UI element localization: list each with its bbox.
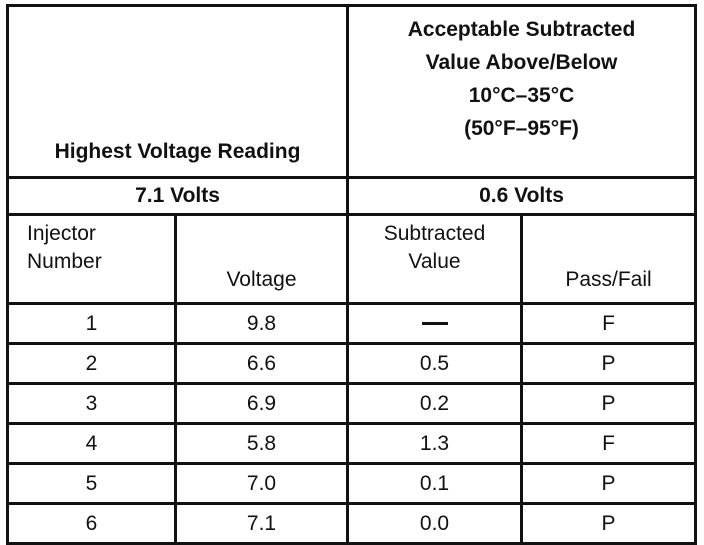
voltage-cell: 6.9: [174, 382, 349, 425]
acceptable-header-line: (50°F–95°F): [464, 117, 579, 140]
highest-voltage-value: 7.1 Volts: [6, 176, 349, 216]
injector-number-cell: 1: [6, 302, 177, 345]
injector-header-line: Number: [27, 250, 102, 273]
table-row: 5 7.0 0.1 P: [6, 462, 698, 505]
subtracted-value-cell: 0.0: [346, 502, 523, 545]
injector-number-cell: 6: [6, 502, 177, 545]
voltage-cell: 7.0: [174, 462, 349, 505]
injector-number-cell: 2: [6, 342, 177, 385]
subtracted-header-line: Subtracted: [383, 222, 486, 245]
subtracted-value-cell: 0.2: [346, 382, 523, 425]
injector-number-cell: 4: [6, 422, 177, 465]
subtracted-value-cell: 0.5: [346, 342, 523, 385]
pass-fail-cell: P: [519, 382, 698, 425]
table-row: 1 9.8 F: [6, 302, 698, 345]
voltage-column-header: Voltage: [174, 213, 349, 305]
table-row: 4 5.8 1.3 F: [6, 422, 698, 465]
acceptable-subtracted-header: Acceptable Subtracted Value Above/Below …: [345, 4, 698, 179]
subtracted-value-cell: 0.1: [346, 462, 523, 505]
reference-values-row: 7.1 Volts 0.6 Volts: [6, 176, 698, 216]
voltage-cell: 6.6: [174, 342, 349, 385]
subtracted-value-cell: [346, 302, 523, 345]
pass-fail-cell: P: [519, 342, 698, 385]
subtracted-value-column-header: Subtracted Value: [346, 213, 523, 305]
table-header-row: Highest Voltage Reading Acceptable Subtr…: [6, 4, 698, 179]
pass-fail-cell: P: [519, 502, 698, 545]
pass-fail-cell: F: [519, 302, 698, 345]
injector-number-cell: 3: [6, 382, 177, 425]
voltage-cell: 7.1: [174, 502, 349, 545]
voltage-cell: 9.8: [174, 302, 349, 345]
pass-fail-column-header: Pass/Fail: [519, 213, 698, 305]
voltage-cell: 5.8: [174, 422, 349, 465]
acceptable-header-line: Acceptable Subtracted: [407, 18, 636, 41]
highest-voltage-header: Highest Voltage Reading: [6, 4, 349, 179]
dash-placeholder: [421, 322, 448, 326]
acceptable-header-line: 10°C–35°C: [468, 84, 575, 107]
injector-number-cell: 5: [6, 462, 177, 505]
injector-header-line: Injector: [27, 222, 96, 245]
subtracted-value-cell: 1.3: [346, 422, 523, 465]
table-row: 3 6.9 0.2 P: [6, 382, 698, 425]
subtracted-header-line: Value: [408, 250, 461, 273]
injector-voltage-table: Highest Voltage Reading Acceptable Subtr…: [6, 4, 698, 545]
table-row: 2 6.6 0.5 P: [6, 342, 698, 385]
pass-fail-cell: F: [519, 422, 698, 465]
column-header-row: Injector Number Voltage Subtracted Value…: [6, 213, 698, 305]
pass-fail-cell: P: [519, 462, 698, 505]
injector-number-column-header: Injector Number: [6, 213, 177, 305]
acceptable-subtracted-value: 0.6 Volts: [345, 176, 698, 216]
acceptable-header-line: Value Above/Below: [425, 51, 618, 74]
table-row: 6 7.1 0.0 P: [6, 502, 698, 545]
